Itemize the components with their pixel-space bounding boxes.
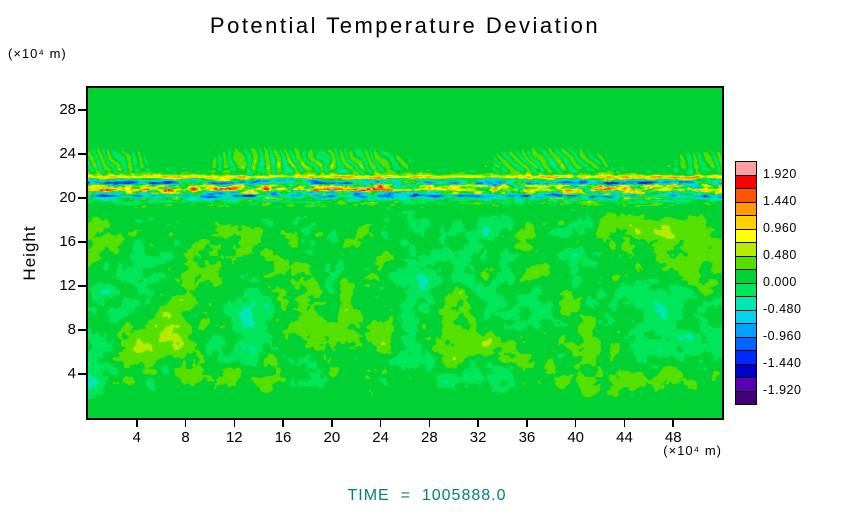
- colorbar-tick-label: 1.920: [763, 167, 797, 182]
- x-tick-mark: [331, 420, 333, 427]
- x-tick-mark: [672, 420, 674, 427]
- colorbar-cell: [736, 377, 756, 391]
- colorbar-cell: [736, 215, 756, 229]
- colorbar-cell: [736, 188, 756, 202]
- y-tick-label: 20: [59, 189, 76, 206]
- colorbar-tick-label: -1.920: [763, 382, 802, 397]
- y-tick-mark: [78, 285, 86, 287]
- colorbar-cell: [736, 174, 756, 188]
- x-tick-label: 28: [421, 429, 438, 446]
- heatmap-canvas: [88, 88, 722, 418]
- x-tick-mark: [574, 420, 577, 427]
- y-tick-mark: [78, 153, 86, 155]
- colorbar-cell: [736, 350, 756, 364]
- colorbar-cell: [736, 269, 756, 283]
- colorbar-cell: [736, 323, 756, 337]
- y-tick-mark: [78, 109, 86, 111]
- colorbar-tick-label: 0.480: [763, 248, 797, 263]
- colorbar-cell: [736, 255, 756, 269]
- colorbar-cell: [736, 282, 756, 296]
- x-tick-label: 12: [225, 429, 243, 446]
- x-tick-label: 8: [181, 429, 190, 446]
- colorbar-tick-label: 0.000: [763, 275, 797, 289]
- time-label: TIME = 1005888.0: [347, 487, 507, 504]
- colorbar-tick-label: 0.960: [763, 221, 797, 236]
- colorbar-tick-label: -0.960: [763, 328, 802, 343]
- y-tick-label: 28: [59, 101, 76, 118]
- colorbar-tick-label: -0.480: [763, 301, 802, 316]
- colorbar-tick-label: -1.440: [763, 355, 802, 370]
- x-tick-mark: [379, 420, 382, 427]
- colorbar-cell: [736, 242, 756, 256]
- y-tick-mark: [78, 197, 86, 199]
- colorbar: [735, 161, 757, 405]
- x-tick-label: 48: [664, 429, 682, 446]
- y-tick-label: 4: [67, 365, 76, 382]
- y-tick-mark: [78, 329, 86, 331]
- x-tick-label: 44: [616, 429, 633, 446]
- colorbar-tick-label: 1.440: [763, 194, 797, 209]
- colorbar-cell: [736, 390, 756, 404]
- y-tick-label: 8: [67, 321, 76, 338]
- colorbar-cell: [736, 162, 756, 175]
- y-tick-mark: [78, 241, 86, 243]
- x-tick-label: 16: [274, 429, 292, 446]
- x-tick-mark: [428, 420, 431, 427]
- x-tick-mark: [282, 420, 284, 427]
- y-tick-mark: [78, 373, 86, 375]
- x-tick-mark: [136, 420, 138, 427]
- colorbar-cell: [736, 336, 756, 350]
- colorbar-cell: [736, 363, 756, 377]
- y-axis-unit-label: (×10⁴ m): [8, 46, 67, 61]
- x-tick-mark: [233, 420, 236, 427]
- x-axis-unit-label: (×10⁴ m): [663, 443, 722, 458]
- colorbar-cell: [736, 228, 756, 242]
- colorbar-cell: [736, 309, 756, 323]
- x-tick-label: 24: [372, 429, 389, 446]
- plot-area: [86, 86, 724, 420]
- y-tick-label: 12: [59, 277, 76, 294]
- colorbar-cell: [736, 201, 756, 215]
- x-tick-mark: [184, 420, 187, 427]
- x-tick-mark: [526, 420, 528, 427]
- x-tick-label: 36: [518, 429, 536, 446]
- y-tick-label: 24: [59, 145, 76, 162]
- chart-title: Potential Temperature Deviation: [209, 13, 601, 38]
- x-tick-label: 20: [323, 429, 341, 446]
- x-tick-label: 40: [567, 429, 585, 446]
- x-tick-label: 32: [469, 429, 487, 446]
- colorbar-cell: [736, 296, 756, 310]
- x-tick-mark: [623, 420, 626, 427]
- x-tick-label: 4: [132, 429, 141, 446]
- x-tick-mark: [477, 420, 479, 427]
- y-tick-label: 16: [59, 233, 76, 250]
